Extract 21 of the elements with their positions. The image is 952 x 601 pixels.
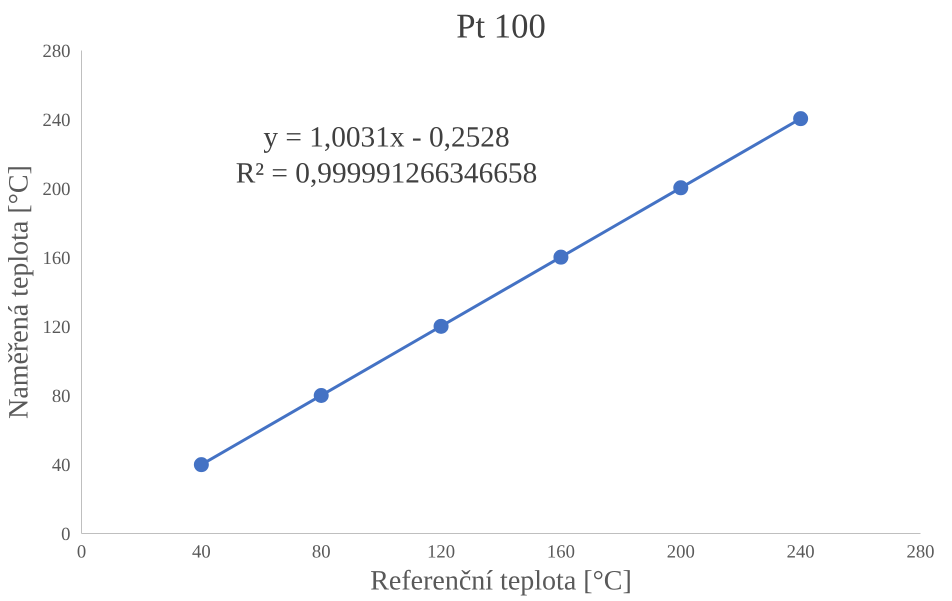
- y-tick-label: 280: [42, 41, 70, 62]
- x-tick-label: 160: [546, 542, 575, 562]
- annotation: y = 1,0031x - 0,2528: [263, 122, 510, 154]
- y-tick-label: 120: [42, 317, 70, 338]
- y-tick-label: 240: [42, 110, 70, 131]
- annotation: R² = 0,999991266346658: [236, 158, 538, 190]
- x-axis-title: Referenční teplota [°C]: [370, 566, 632, 596]
- y-tick-label: 200: [42, 179, 70, 200]
- x-tick-label: 120: [427, 542, 456, 562]
- x-tick-label: 240: [786, 542, 815, 562]
- x-tick-label: 200: [666, 542, 695, 562]
- y-axis-title: Naměřená teplota [°C]: [4, 165, 35, 419]
- y-tick-label: 80: [52, 386, 70, 407]
- y-tick-label: 0: [61, 524, 70, 545]
- x-tick-label: 40: [192, 542, 211, 562]
- y-tick-label: 40: [52, 455, 70, 476]
- x-tick-label: 80: [312, 542, 331, 562]
- chart-title: Pt 100: [456, 8, 546, 46]
- x-tick-label: 280: [906, 542, 934, 562]
- x-tick-label: 0: [76, 542, 86, 562]
- y-tick-label: 160: [42, 248, 70, 269]
